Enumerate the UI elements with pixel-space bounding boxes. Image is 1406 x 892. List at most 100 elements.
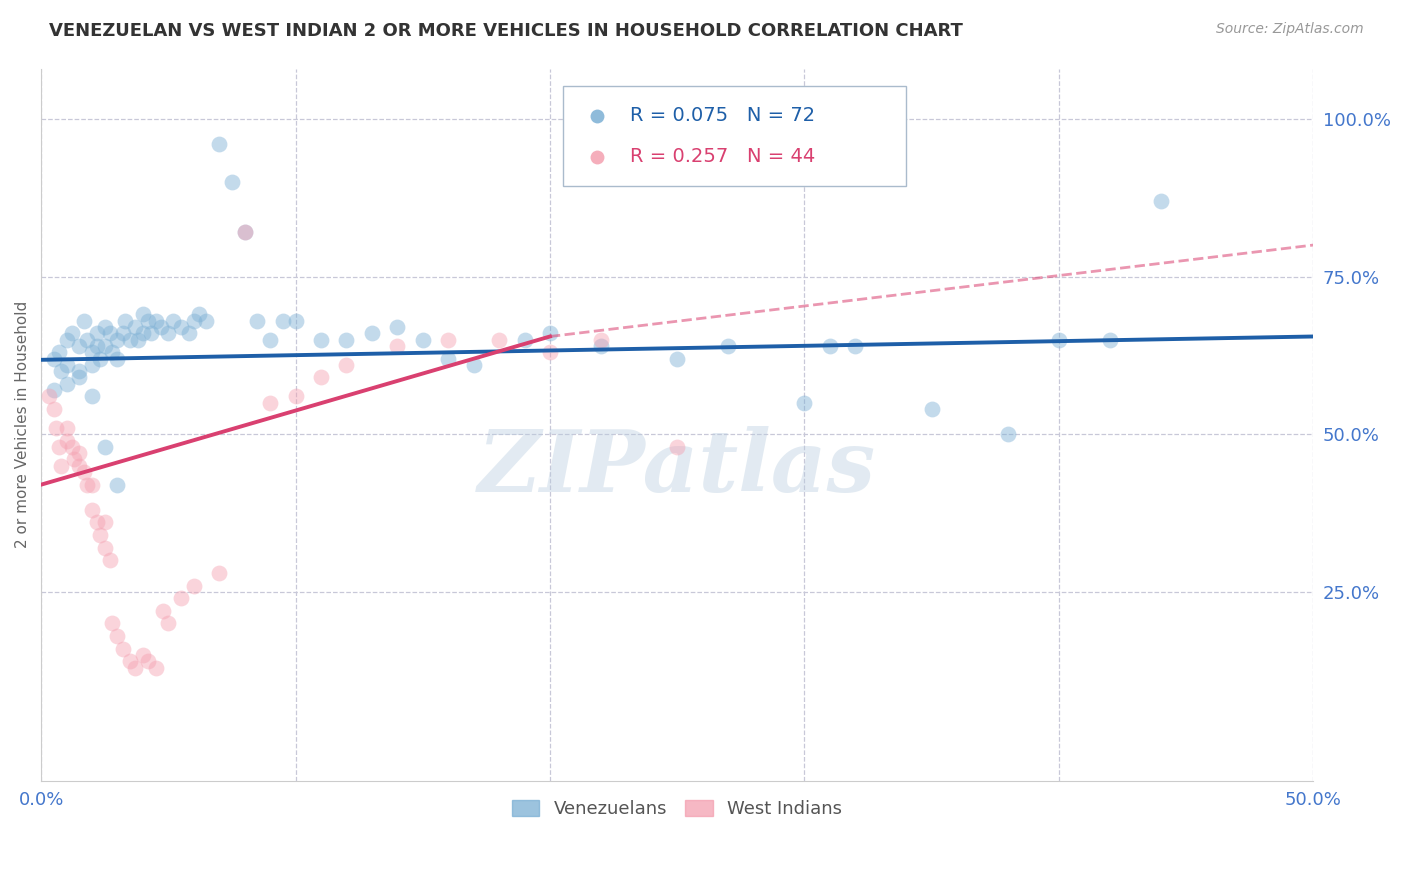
Point — [387, 320, 409, 334]
Point — [67, 446, 90, 460]
Point — [42, 351, 65, 366]
Point — [132, 326, 155, 341]
Point — [170, 591, 193, 606]
Point — [259, 333, 281, 347]
Point — [233, 226, 256, 240]
Point — [51, 458, 73, 473]
Point — [111, 326, 134, 341]
Point — [42, 402, 65, 417]
Point — [67, 364, 90, 378]
Point — [488, 333, 510, 347]
Point — [114, 314, 136, 328]
Point — [208, 137, 231, 152]
Point — [93, 516, 115, 530]
Point — [89, 528, 111, 542]
Point — [86, 326, 108, 341]
Point — [98, 553, 121, 567]
Point — [145, 314, 167, 328]
Point — [42, 383, 65, 397]
Point — [63, 452, 86, 467]
Point — [55, 376, 77, 391]
Point — [48, 345, 70, 359]
Point — [1142, 190, 1164, 204]
Point — [86, 339, 108, 353]
Point — [513, 333, 536, 347]
Point — [589, 333, 612, 347]
Point — [360, 326, 382, 341]
Point — [271, 314, 294, 328]
Point — [717, 339, 740, 353]
Point — [1098, 333, 1121, 347]
Point — [437, 351, 460, 366]
Point — [187, 307, 209, 321]
Point — [55, 421, 77, 435]
Point — [55, 333, 77, 347]
Point — [80, 389, 103, 403]
Point — [89, 351, 111, 366]
Point — [309, 333, 332, 347]
Point — [107, 629, 129, 643]
Point — [437, 333, 460, 347]
Point — [107, 477, 129, 491]
Point — [80, 503, 103, 517]
Point — [1047, 333, 1070, 347]
Point — [67, 339, 90, 353]
Point — [107, 333, 129, 347]
Point — [309, 370, 332, 384]
Point — [844, 339, 866, 353]
Point — [93, 440, 115, 454]
Point — [145, 660, 167, 674]
Y-axis label: 2 or more Vehicles in Household: 2 or more Vehicles in Household — [15, 301, 30, 549]
Point — [1142, 153, 1164, 168]
Text: ZIPatlas: ZIPatlas — [478, 425, 876, 509]
Point — [463, 358, 485, 372]
Point — [48, 440, 70, 454]
Point — [818, 339, 841, 353]
Point — [259, 395, 281, 409]
Point — [124, 660, 146, 674]
Point — [157, 616, 180, 631]
Point — [101, 345, 124, 359]
Point — [67, 370, 90, 384]
Point — [666, 351, 689, 366]
Point — [152, 604, 174, 618]
Point — [793, 395, 815, 409]
Point — [132, 307, 155, 321]
Point — [177, 326, 200, 341]
Point — [921, 402, 943, 417]
Point — [997, 427, 1019, 442]
Point — [111, 641, 134, 656]
FancyBboxPatch shape — [562, 87, 907, 186]
Text: R = 0.257   N = 44: R = 0.257 N = 44 — [630, 147, 815, 166]
Point — [93, 541, 115, 555]
Point — [55, 434, 77, 448]
Point — [76, 477, 98, 491]
Point — [55, 358, 77, 372]
Text: R = 0.075   N = 72: R = 0.075 N = 72 — [630, 106, 815, 126]
Text: VENEZUELAN VS WEST INDIAN 2 OR MORE VEHICLES IN HOUSEHOLD CORRELATION CHART: VENEZUELAN VS WEST INDIAN 2 OR MORE VEHI… — [49, 22, 963, 40]
Point — [170, 320, 193, 334]
Point — [80, 358, 103, 372]
Point — [284, 314, 307, 328]
Point — [60, 326, 83, 341]
Point — [183, 578, 205, 592]
Point — [183, 314, 205, 328]
Point — [284, 389, 307, 403]
Point — [335, 333, 357, 347]
Point — [1149, 194, 1171, 208]
Point — [412, 333, 434, 347]
Point — [208, 566, 231, 580]
Point — [124, 320, 146, 334]
Point — [246, 314, 269, 328]
Point — [38, 389, 60, 403]
Point — [538, 345, 561, 359]
Point — [98, 326, 121, 341]
Point — [233, 226, 256, 240]
Point — [60, 440, 83, 454]
Point — [76, 333, 98, 347]
Point — [589, 339, 612, 353]
Point — [538, 326, 561, 341]
Point — [93, 339, 115, 353]
Point — [107, 351, 129, 366]
Point — [86, 516, 108, 530]
